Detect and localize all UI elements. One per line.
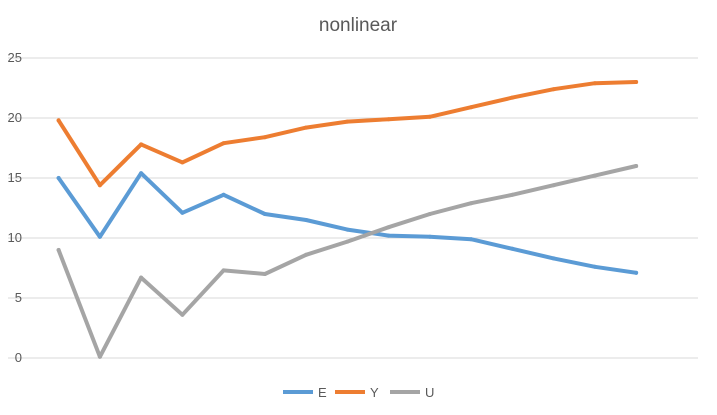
data-point-Y bbox=[345, 119, 350, 124]
series-E bbox=[56, 171, 639, 275]
data-point-E bbox=[304, 218, 309, 222]
data-point-Y bbox=[469, 105, 474, 110]
data-point-U bbox=[56, 248, 61, 252]
y-tick-label: 5 bbox=[15, 290, 22, 305]
data-point-Y bbox=[139, 142, 144, 147]
data-point-U bbox=[221, 268, 226, 273]
data-point-E bbox=[551, 256, 556, 261]
data-point-E bbox=[56, 176, 61, 180]
data-point-E bbox=[97, 234, 102, 239]
data-point-Y bbox=[304, 125, 309, 130]
data-point-U bbox=[592, 173, 597, 178]
y-tick-label: 15 bbox=[8, 170, 22, 185]
data-point-Y bbox=[97, 183, 102, 188]
y-axis-ticks: 0 5 10 15 20 25 bbox=[8, 50, 22, 365]
y-tick-label: 10 bbox=[8, 230, 22, 245]
data-point-E bbox=[386, 233, 391, 238]
data-point-E bbox=[262, 212, 267, 216]
data-point-U bbox=[427, 212, 432, 216]
y-tick-label: 0 bbox=[15, 350, 22, 365]
gridlines bbox=[8, 57, 698, 359]
y-tick-label: 20 bbox=[8, 110, 22, 125]
data-point-Y bbox=[427, 114, 432, 119]
series-layer bbox=[56, 80, 639, 359]
series-U bbox=[56, 164, 639, 359]
data-point-Y bbox=[56, 118, 61, 123]
data-point-U bbox=[634, 164, 639, 168]
data-point-E bbox=[634, 270, 639, 275]
data-point-Y bbox=[510, 95, 515, 100]
series-Y bbox=[56, 80, 639, 188]
data-point-U bbox=[180, 312, 185, 317]
legend-label: E bbox=[318, 385, 327, 400]
data-point-E bbox=[510, 246, 515, 251]
data-point-U bbox=[386, 225, 391, 230]
chart-title: nonlinear bbox=[319, 15, 398, 36]
data-point-U bbox=[139, 275, 144, 280]
legend-label: Y bbox=[370, 385, 379, 400]
legend-item-Y: Y bbox=[335, 385, 379, 400]
data-point-E bbox=[427, 234, 432, 239]
data-point-E bbox=[592, 264, 597, 269]
series-line-Y bbox=[56, 80, 639, 188]
data-point-E bbox=[139, 171, 144, 176]
data-point-Y bbox=[262, 135, 267, 140]
series-line-U bbox=[56, 164, 639, 359]
data-point-Y bbox=[386, 117, 391, 122]
y-tick-label: 25 bbox=[8, 50, 22, 65]
data-point-Y bbox=[221, 141, 226, 146]
data-point-U bbox=[304, 252, 309, 257]
data-point-Y bbox=[592, 81, 597, 86]
data-point-U bbox=[345, 239, 350, 244]
data-point-U bbox=[262, 272, 267, 276]
data-point-E bbox=[221, 192, 226, 197]
legend-item-U: U bbox=[390, 385, 434, 400]
legend-label: U bbox=[425, 385, 434, 400]
data-point-Y bbox=[180, 160, 185, 165]
data-point-U bbox=[97, 354, 102, 359]
data-point-U bbox=[551, 183, 556, 188]
legend-item-E: E bbox=[283, 385, 327, 400]
data-point-Y bbox=[634, 80, 639, 84]
data-point-U bbox=[510, 192, 515, 197]
data-point-Y bbox=[551, 87, 556, 92]
data-point-E bbox=[345, 227, 350, 232]
data-point-U bbox=[469, 201, 474, 206]
data-point-E bbox=[469, 237, 474, 242]
data-point-E bbox=[180, 210, 185, 215]
